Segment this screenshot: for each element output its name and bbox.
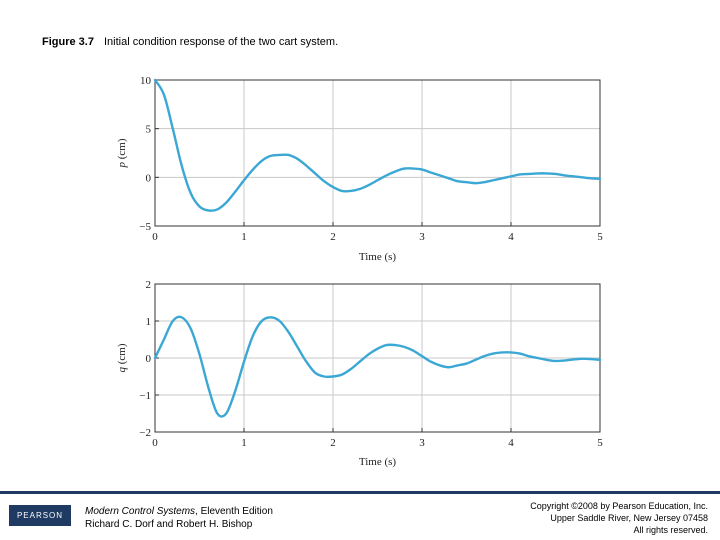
y-tick-label: −5 — [139, 221, 151, 233]
copyright-line-3: All rights reserved. — [633, 525, 708, 535]
series-line — [153, 315, 602, 418]
x-tick-label: 2 — [330, 437, 336, 449]
y-axis-label: p (cm) — [116, 138, 128, 168]
book-authors: Richard C. Dorf and Robert H. Bishop — [85, 519, 253, 530]
copyright-notice: Copyright ©2008 by Pearson Education, In… — [530, 500, 708, 536]
x-tick-label: 1 — [241, 437, 247, 449]
x-tick-label: 5 — [597, 231, 603, 243]
x-axis-label: Time (s) — [359, 456, 397, 468]
y-tick-label: −1 — [139, 390, 151, 402]
copyright-line-2: Upper Saddle River, New Jersey 07458 — [550, 513, 708, 523]
x-tick-label: 1 — [241, 231, 247, 243]
footer-divider — [0, 491, 720, 494]
x-tick-label: 3 — [419, 231, 425, 243]
x-tick-label: 4 — [508, 231, 514, 243]
x-tick-label: 2 — [330, 231, 336, 243]
y-axis-label: q (cm) — [116, 343, 128, 372]
q-chart: 0 1 2 3 4 5 −2 −1 0 1 2 Time (s) q (cm) — [116, 279, 603, 468]
y-tick-label: 2 — [146, 279, 152, 291]
book-info: Modern Control Systems, Eleventh Edition… — [85, 505, 273, 531]
y-tick-label: −2 — [139, 427, 151, 439]
pearson-logo: PEARSON — [9, 505, 71, 526]
y-tick-label: 1 — [146, 316, 152, 328]
figure-caption: Figure 3.7 Initial condition response of … — [42, 36, 338, 48]
y-tick-label: 10 — [140, 75, 152, 87]
y-tick-label: 0 — [146, 353, 152, 365]
figure-label: Figure 3.7 — [42, 36, 94, 48]
book-edition: , Eleventh Edition — [195, 506, 273, 517]
plot-frame — [154, 79, 601, 227]
series-line — [153, 78, 602, 212]
logo-text: PEARSON — [16, 511, 64, 520]
x-tick-label: 3 — [419, 437, 425, 449]
x-tick-label: 0 — [152, 231, 158, 243]
y-tick-label: 5 — [146, 124, 152, 136]
x-tick-label: 5 — [597, 437, 603, 449]
x-tick-label: 4 — [508, 437, 514, 449]
y-tick-label: 0 — [146, 172, 152, 184]
caption-text: Initial condition response of the two ca… — [103, 36, 339, 48]
x-axis-label: Time (s) — [359, 251, 397, 263]
x-tick-label: 0 — [152, 437, 158, 449]
copyright-line-1: Copyright ©2008 by Pearson Education, In… — [530, 501, 708, 511]
book-title: Modern Control Systems — [85, 506, 196, 517]
